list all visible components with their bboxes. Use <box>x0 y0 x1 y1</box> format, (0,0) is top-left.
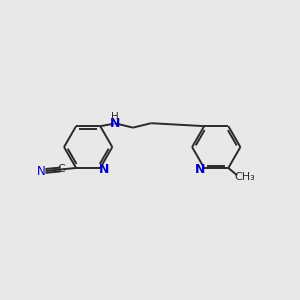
Text: N: N <box>110 117 120 130</box>
Text: N: N <box>37 165 46 178</box>
Text: CH₃: CH₃ <box>234 172 255 182</box>
Text: C: C <box>58 164 65 174</box>
Text: H: H <box>111 112 119 122</box>
Text: N: N <box>99 163 109 176</box>
Text: N: N <box>195 163 206 176</box>
